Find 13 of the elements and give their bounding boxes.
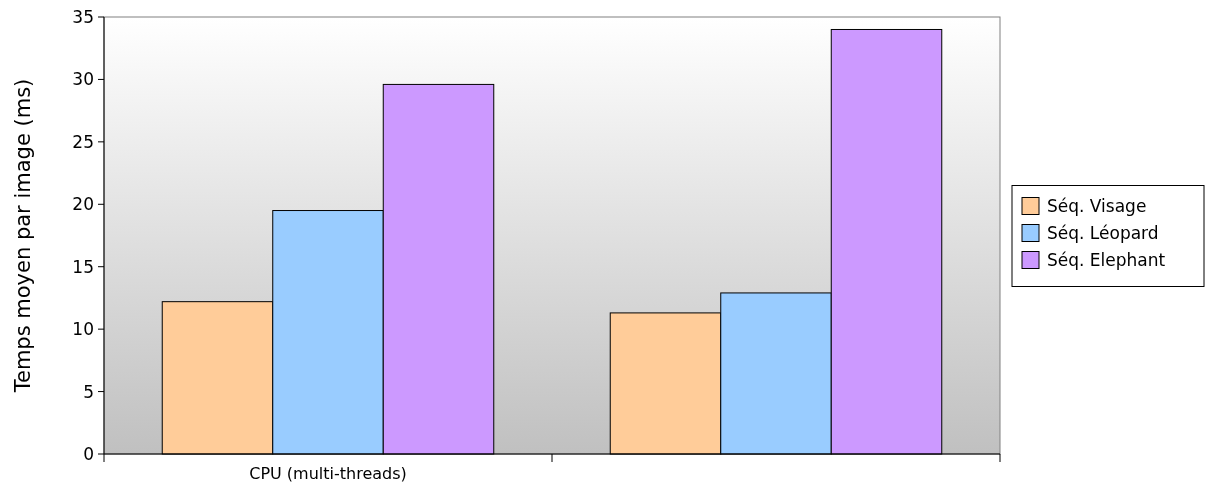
y-axis-title: Temps moyen par image (ms) (11, 78, 35, 394)
y-tick-label: 0 (83, 443, 94, 464)
legend-label: Séq. Léopard (1047, 223, 1159, 244)
y-tick-label: 30 (72, 69, 94, 90)
y-tick-label: 15 (72, 256, 94, 277)
y-tick-label: 35 (72, 6, 94, 27)
y-tick-label: 25 (72, 131, 94, 152)
legend-label: Séq. Elephant (1047, 250, 1166, 271)
y-tick-label: 10 (72, 319, 94, 340)
x-tick-label: CPU (multi-threads) (249, 464, 407, 483)
y-tick-label: 20 (72, 194, 94, 215)
legend-label: Séq. Visage (1047, 196, 1147, 217)
y-tick-label: 5 (83, 381, 94, 402)
